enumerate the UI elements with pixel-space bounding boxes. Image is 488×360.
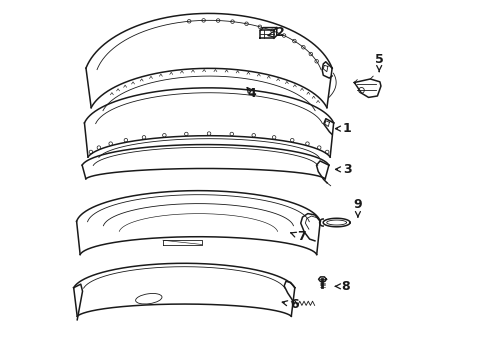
Text: 4: 4: [246, 87, 255, 100]
Text: 1: 1: [335, 122, 351, 135]
Text: 9: 9: [353, 198, 362, 217]
Text: 2: 2: [267, 26, 284, 39]
Text: 8: 8: [335, 280, 349, 293]
Text: 7: 7: [290, 230, 305, 243]
Text: 5: 5: [374, 53, 383, 72]
Text: 3: 3: [335, 163, 351, 176]
Text: 6: 6: [282, 298, 298, 311]
